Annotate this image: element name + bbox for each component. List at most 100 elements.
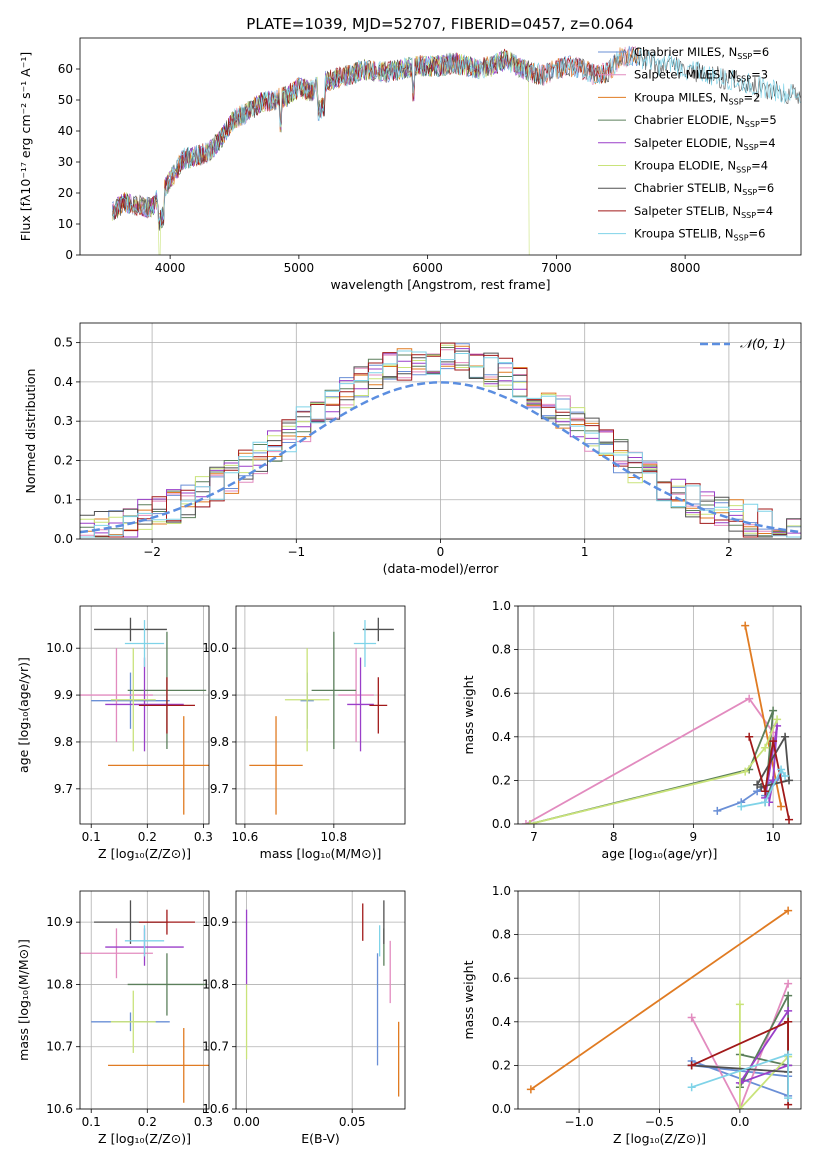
x-axis-label: E(B-V) (301, 1131, 340, 1146)
residual-histogram (80, 350, 801, 538)
y-tick-label: 0.4 (54, 375, 73, 389)
axes-frame (79, 37, 802, 256)
mass-weight-line (529, 710, 774, 824)
spectrum-legend: Chabrier MILES, NSSP=6 Salpeter MILES, NS… (598, 45, 777, 243)
mass-weight-marker (745, 694, 754, 703)
x-tick-label: 0.05 (339, 1115, 366, 1129)
x-tick-label: 9 (690, 830, 698, 844)
y-tick-label: 0.5 (54, 336, 73, 350)
y-tick-label: 0.0 (54, 532, 73, 546)
y-tick-label: 20 (58, 186, 73, 200)
x-tick-label: 0.00 (233, 1115, 260, 1129)
y-tick-label: 0.4 (492, 730, 511, 744)
legend-label: Chabrier MILES, NSSP=6 (634, 45, 769, 61)
mass-weight-marker (784, 1094, 793, 1103)
y-tick-label: 0.1 (54, 493, 73, 507)
axes-frame (235, 605, 406, 825)
plot-area (526, 906, 793, 1109)
mass-weight-marker (713, 806, 722, 815)
axes-frame (79, 322, 802, 540)
mass-weight-line (744, 625, 782, 807)
y-axis-label: mass [log₁₀(M/M⊙)] (16, 939, 31, 1061)
y-tick-label: 0.2 (492, 1058, 511, 1072)
x-axis-label: Z [log₁₀(Z/Z⊙)] (98, 1131, 191, 1146)
x-tick-label: 7 (530, 830, 538, 844)
y-tick-label: 10.9 (46, 915, 73, 929)
y-tick-label: 0.0 (492, 817, 511, 831)
mass-weight-marker (785, 815, 794, 824)
y-tick-label: 0.8 (492, 643, 511, 657)
x-axis-label: wavelength [Angstrom, rest frame] (330, 277, 550, 292)
y-tick-label: 0.6 (492, 971, 511, 985)
axes-frame (79, 605, 210, 825)
y-tick-label: 30 (58, 155, 73, 169)
y-tick-label: 9.8 (210, 735, 229, 749)
mass-weight-marker (526, 1085, 535, 1094)
y-tick-label: 10.7 (46, 1040, 73, 1054)
mass-weight-marker (784, 1050, 793, 1059)
mass-weight-marker (521, 820, 530, 824)
mass-weight-marker (781, 772, 790, 781)
mass-weight-marker (784, 979, 793, 988)
x-axis-label: (data-model)/error (383, 561, 500, 576)
legend-label: Kroupa ELODIE, NSSP=4 (634, 159, 768, 175)
x-tick-label: 8000 (670, 261, 701, 275)
mass-weight-marker (784, 906, 793, 915)
y-tick-label: 10.8 (46, 977, 73, 991)
panels: 4000 5000 6000 7000 80000102030405060wavelen… (16, 37, 802, 1146)
mass-weight-line (530, 909, 789, 1091)
y-tick-label: 1.0 (492, 599, 511, 613)
y-tick-label: 10.9 (202, 915, 229, 929)
y-tick-label: 9.7 (54, 782, 73, 796)
legend-label: Chabrier ELODIE, NSSP=5 (634, 113, 777, 129)
x-tick-label: 0 (437, 545, 445, 559)
panel-age-vs-mass: 10.6 10.8 9.7 9.8 9.9 10.0 mass [log₁₀(M/M⊙)] (202, 605, 406, 861)
panel-mass-weight-vs-Z: −1.0 −0.5 0.0 0.0 0.2 0.4 0.6 0.8 1.0 Z [log₁₀(Z/… (461, 884, 802, 1146)
mass-weight-marker (777, 802, 786, 811)
mass-weight-marker (784, 991, 793, 1000)
x-tick-label: 0.1 (82, 830, 101, 844)
y-axis-label: Flux [fλ10⁻¹⁷ erg cm⁻² s⁻¹ A⁻¹] (18, 52, 33, 241)
x-axis-label: Z [log₁₀(Z/Z⊙)] (613, 1131, 706, 1146)
spectrum-series-line (111, 46, 801, 231)
y-tick-label: 9.8 (54, 735, 73, 749)
axes-frame (517, 605, 802, 825)
y-tick-label: 1.0 (492, 884, 511, 898)
y-tick-label: 0.4 (492, 1015, 511, 1029)
mass-weight-marker (773, 715, 782, 724)
mass-weight-marker (525, 820, 534, 824)
mass-weight-marker (769, 737, 778, 746)
y-tick-label: 60 (58, 62, 73, 76)
y-tick-label: 0.8 (492, 928, 511, 942)
mass-weight-marker (784, 1017, 793, 1026)
x-axis-label: mass [log₁₀(M/M⊙)] (260, 846, 382, 861)
spectrum-series-line (111, 51, 531, 227)
mass-weight-marker (745, 732, 754, 741)
x-axis-label: Z [log₁₀(Z/Z⊙)] (98, 846, 191, 861)
mass-weight-marker (761, 798, 770, 807)
mass-weight-marker (737, 802, 746, 811)
panel-residuals: −2 −1 0 1 2 0.0 0.1 0.2 0.3 0.4 0.5 (data-model)/er… (23, 322, 802, 576)
legend-label: Salpeter ELODIE, NSSP=4 (634, 136, 776, 152)
x-tick-label: −2 (143, 545, 161, 559)
x-tick-label: 4000 (155, 261, 186, 275)
y-tick-label: 9.9 (54, 688, 73, 702)
legend-label: Salpeter STELIB, NSSP=4 (634, 204, 773, 220)
y-tick-label: 0.6 (492, 686, 511, 700)
x-tick-label: −0.5 (645, 1115, 674, 1129)
panel-mass-vs-EBV: 0.00 0.05 10.6 10.7 10.8 10.9 E(B-V) (202, 890, 406, 1146)
y-tick-label: 10.0 (202, 641, 229, 655)
spectrum-series-line (111, 47, 801, 227)
axes-frame (235, 890, 406, 1110)
x-tick-label: 1 (581, 545, 589, 559)
x-tick-label: 5000 (284, 261, 315, 275)
y-tick-label: 0.2 (492, 773, 511, 787)
x-tick-label: 10 (765, 830, 780, 844)
panel-mass-weight-vs-age: 7 8 9 10 0.0 0.2 0.4 0.6 0.8 1.0 age [log₁₀(age/yr… (461, 599, 802, 861)
panel-spectrum: 4000 5000 6000 7000 8000 0 10 20 30 40 50 60 wavelen… (18, 37, 802, 292)
mass-weight-marker (687, 1013, 696, 1022)
normal-curve (80, 381, 801, 534)
y-axis-label: mass weight (461, 960, 476, 1039)
mass-weight-marker (741, 767, 750, 776)
mass-weight-marker (781, 732, 790, 741)
